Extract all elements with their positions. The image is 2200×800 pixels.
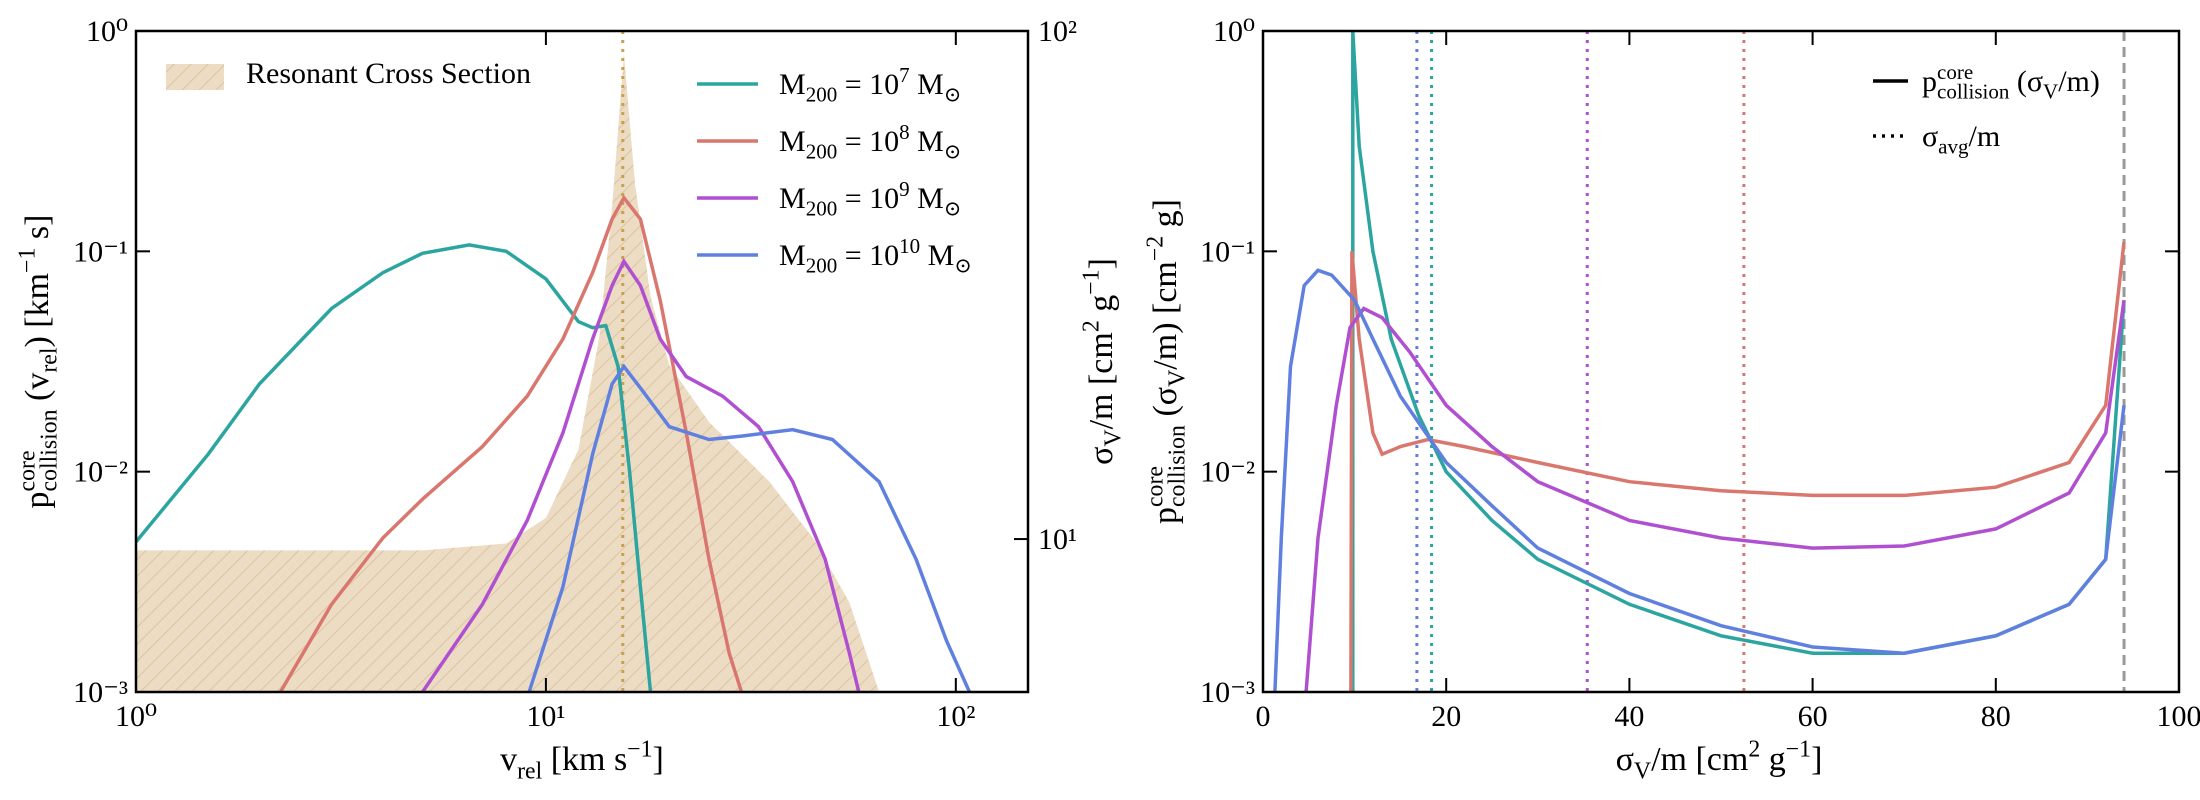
- x-tick-label: 10²: [936, 700, 975, 733]
- series-line: [1273, 268, 2126, 692]
- y2-tick-label: 10¹: [1038, 523, 1077, 556]
- y-tick-label: 10⁻¹: [1200, 235, 1255, 268]
- legend-label: M200 = 108 M⊙: [779, 120, 961, 164]
- x-axis-label: σV/m [cm2 g−1]: [1616, 736, 1823, 784]
- y-tick-label: 10⁻¹: [73, 235, 128, 268]
- legend-swatch: [166, 64, 224, 90]
- x-tick-label: 40: [1614, 700, 1644, 733]
- area: [136, 54, 880, 692]
- legend-label: pcore collision (σV/m): [1922, 60, 2100, 104]
- x-axis-label: vrel [km s−1]: [500, 736, 664, 784]
- y-axis-label: pcorecollision (σV/m) [cm−2 g]: [1142, 199, 1190, 524]
- legend-label: M200 = 1010 M⊙: [779, 234, 972, 278]
- axes-frame: [134, 29, 1030, 694]
- y-tick-label: 10⁻³: [1200, 676, 1255, 709]
- series-line: [1349, 242, 2126, 692]
- legend-label: σavg/m: [1922, 120, 2000, 159]
- y-tick-label: 10⁰: [86, 15, 128, 48]
- series-line: [421, 257, 861, 692]
- x-tick-label: 0: [1256, 700, 1271, 733]
- x-tick-label: 20: [1431, 700, 1461, 733]
- y-tick-label: 10⁻²: [1200, 456, 1255, 489]
- series-line: [1304, 299, 2126, 692]
- axes-frame: [1261, 29, 2181, 694]
- y-tick-label: 10⁰: [1213, 15, 1255, 48]
- x-tick-label: 10⁰: [115, 700, 157, 733]
- y2-tick-label: 10²: [1038, 15, 1077, 48]
- series-line: [1351, 31, 2126, 692]
- plot: [1273, 31, 2126, 692]
- legend-label: M200 = 109 M⊙: [779, 177, 961, 221]
- series-line: [278, 194, 744, 692]
- x-tick-label: 10¹: [526, 700, 565, 733]
- series-line: [527, 363, 972, 692]
- y-axis-label: pcorecollision (vrel) [km−1 s]: [14, 215, 62, 509]
- x-tick-label: 100: [2157, 700, 2200, 733]
- legend-label: M200 = 107 M⊙: [779, 63, 961, 107]
- plot: [136, 31, 972, 692]
- x-tick-label: 80: [1981, 700, 2011, 733]
- x-tick-label: 60: [1798, 700, 1828, 733]
- y-tick-label: 10⁻³: [73, 676, 128, 709]
- y2-axis-label: σV/m [cm2 g−1]: [1078, 258, 1126, 465]
- legend-label: Resonant Cross Section: [246, 57, 531, 90]
- series-line: [136, 243, 653, 692]
- y-tick-label: 10⁻²: [73, 456, 128, 489]
